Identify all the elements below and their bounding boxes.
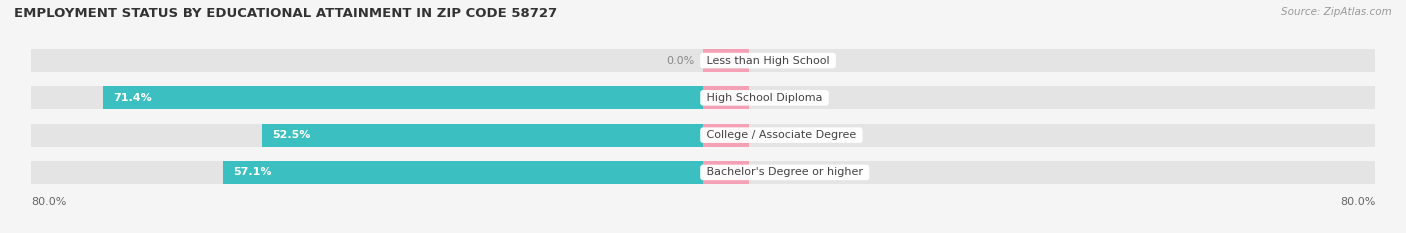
Text: College / Associate Degree: College / Associate Degree [703,130,859,140]
Bar [262,123,703,147]
Text: 0.0%: 0.0% [758,130,786,140]
Bar [703,86,749,110]
Text: 57.1%: 57.1% [233,168,271,177]
Bar [31,161,1375,184]
Bar [31,123,1375,147]
Bar [703,49,749,72]
Text: 0.0%: 0.0% [758,93,786,103]
Text: EMPLOYMENT STATUS BY EDUCATIONAL ATTAINMENT IN ZIP CODE 58727: EMPLOYMENT STATUS BY EDUCATIONAL ATTAINM… [14,7,557,20]
Text: Less than High School: Less than High School [703,56,834,65]
Text: High School Diploma: High School Diploma [703,93,825,103]
Text: 0.0%: 0.0% [758,168,786,177]
Bar [31,86,1375,110]
Bar [224,161,703,184]
Bar [31,49,1375,72]
Text: 0.0%: 0.0% [758,56,786,65]
Text: 0.0%: 0.0% [666,56,695,65]
Text: 52.5%: 52.5% [271,130,311,140]
Text: Source: ZipAtlas.com: Source: ZipAtlas.com [1281,7,1392,17]
Text: 80.0%: 80.0% [1340,197,1375,207]
Bar [703,123,749,147]
Bar [103,86,703,110]
Text: 71.4%: 71.4% [114,93,152,103]
Text: Bachelor's Degree or higher: Bachelor's Degree or higher [703,168,866,177]
Bar [703,161,749,184]
Text: 80.0%: 80.0% [31,197,66,207]
